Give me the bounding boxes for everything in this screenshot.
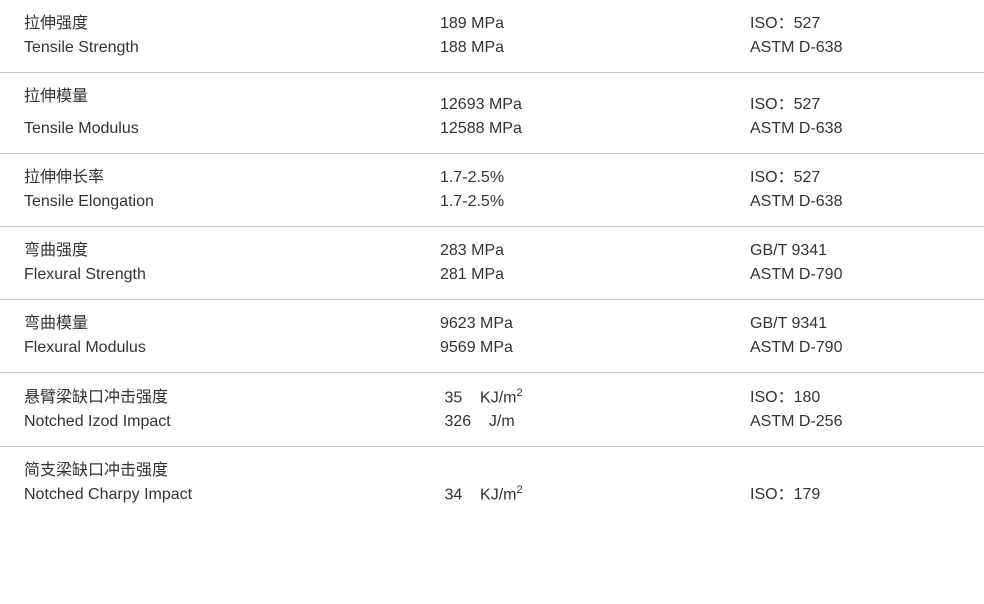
property-values-cell: 35 KJ/m2 326 J/m	[440, 385, 750, 434]
property-values-cell: 189 MPa 188 MPa	[440, 12, 750, 60]
property-standards-cell: ISO：527 ASTM D-638	[750, 12, 980, 60]
property-label-cell: 弯曲强度 Flexural Strength	[0, 239, 440, 287]
property-label-cn: 拉伸强度	[24, 12, 440, 36]
property-label-cn: 拉伸模量	[24, 85, 440, 109]
property-label-cn: 拉伸伸长率	[24, 166, 440, 190]
property-standard: ASTM D-638	[750, 117, 980, 141]
property-standard: ASTM D-638	[750, 36, 980, 60]
property-values-cell: 1.7-2.5% 1.7-2.5%	[440, 166, 750, 214]
property-label-cell: 拉伸模量 Tensile Modulus	[0, 85, 440, 141]
property-label-cell: 悬臂梁缺口冲击强度 Notched Izod Impact	[0, 385, 440, 434]
properties-table: 拉伸强度 Tensile Strength 189 MPa 188 MPa IS…	[0, 0, 984, 519]
table-row: 悬臂梁缺口冲击强度 Notched Izod Impact 35 KJ/m2 3…	[0, 373, 984, 447]
property-label-en: Notched Charpy Impact	[24, 483, 440, 507]
property-standards-cell: GB/T 9341 ASTM D-790	[750, 312, 980, 360]
property-label-cell: 拉伸伸长率 Tensile Elongation	[0, 166, 440, 214]
property-values-cell: 9623 MPa 9569 MPa	[440, 312, 750, 360]
property-standards-cell: ISO：179	[750, 459, 980, 507]
property-label-cell: 拉伸强度 Tensile Strength	[0, 12, 440, 60]
table-row: 拉伸伸长率 Tensile Elongation 1.7-2.5% 1.7-2.…	[0, 154, 984, 227]
property-values-cell: 34 KJ/m2	[440, 459, 750, 507]
property-label-en: Notched Izod Impact	[24, 410, 440, 434]
property-value: 1.7-2.5%	[440, 190, 750, 214]
property-standards-cell: GB/T 9341 ASTM D-790	[750, 239, 980, 287]
property-value: 9623 MPa	[440, 312, 750, 336]
table-row: 弯曲模量 Flexural Modulus 9623 MPa 9569 MPa …	[0, 300, 984, 373]
property-standard: ISO：527	[750, 166, 980, 190]
property-label-en: Tensile Modulus	[24, 117, 440, 141]
property-standard: ISO：180	[750, 386, 980, 410]
property-label-cell: 弯曲模量 Flexural Modulus	[0, 312, 440, 360]
property-label-cn: 弯曲强度	[24, 239, 440, 263]
property-label-en: Flexural Modulus	[24, 336, 440, 360]
property-label-cell: 简支梁缺口冲击强度 Notched Charpy Impact	[0, 459, 440, 507]
property-standard: GB/T 9341	[750, 312, 980, 336]
property-value: 189 MPa	[440, 12, 750, 36]
property-standard: ASTM D-790	[750, 263, 980, 287]
property-value: 12588 MPa	[440, 117, 750, 141]
property-value: 9569 MPa	[440, 336, 750, 360]
property-value: 12693 MPa	[440, 93, 750, 117]
property-standard: ASTM D-638	[750, 190, 980, 214]
property-standards-cell: ISO：527 ASTM D-638	[750, 166, 980, 214]
property-values-cell: 283 MPa 281 MPa	[440, 239, 750, 287]
property-standard: ISO：527	[750, 93, 980, 117]
property-value: 34 KJ/m2	[440, 482, 750, 507]
property-value: 1.7-2.5%	[440, 166, 750, 190]
table-row: 拉伸模量 Tensile Modulus 12693 MPa 12588 MPa…	[0, 73, 984, 154]
property-standard: ISO：179	[750, 483, 980, 507]
table-row: 弯曲强度 Flexural Strength 283 MPa 281 MPa G…	[0, 227, 984, 300]
property-label-en: Flexural Strength	[24, 263, 440, 287]
property-label-cn: 简支梁缺口冲击强度	[24, 459, 440, 483]
property-label-cn: 弯曲模量	[24, 312, 440, 336]
property-value: 326 J/m	[440, 410, 750, 434]
property-value: 188 MPa	[440, 36, 750, 60]
table-row: 简支梁缺口冲击强度 Notched Charpy Impact 34 KJ/m2…	[0, 447, 984, 519]
property-label-en: Tensile Elongation	[24, 190, 440, 214]
property-value: 281 MPa	[440, 263, 750, 287]
property-value: 35 KJ/m2	[440, 385, 750, 410]
property-label-cn: 悬臂梁缺口冲击强度	[24, 386, 440, 410]
property-standard: GB/T 9341	[750, 239, 980, 263]
property-standards-cell: ISO：180 ASTM D-256	[750, 385, 980, 434]
property-standard: ASTM D-790	[750, 336, 980, 360]
property-standard: ISO：527	[750, 12, 980, 36]
property-label-en: Tensile Strength	[24, 36, 440, 60]
property-standards-cell: ISO：527 ASTM D-638	[750, 85, 980, 141]
property-value: 283 MPa	[440, 239, 750, 263]
property-standard: ASTM D-256	[750, 410, 980, 434]
property-values-cell: 12693 MPa 12588 MPa	[440, 85, 750, 141]
table-row: 拉伸强度 Tensile Strength 189 MPa 188 MPa IS…	[0, 0, 984, 73]
